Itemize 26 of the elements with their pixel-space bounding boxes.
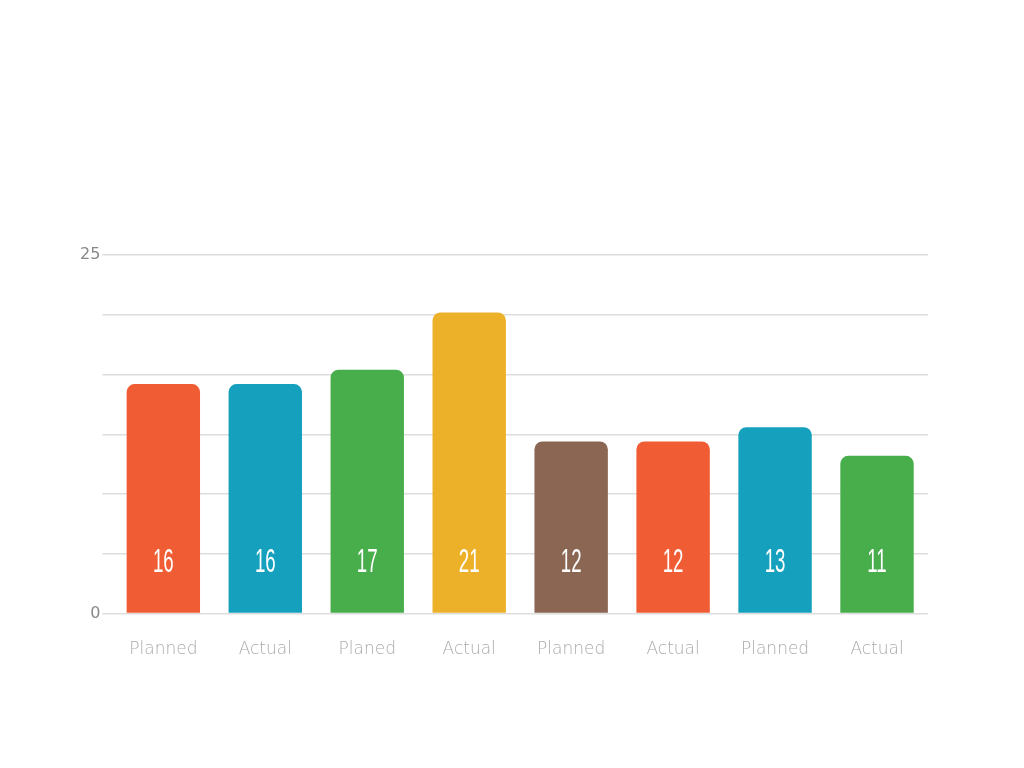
x-tick-label: Planned: [129, 638, 198, 659]
x-tick-label: Actual: [850, 638, 904, 659]
data-label: 16: [152, 541, 174, 580]
x-tick-label: Planned: [740, 638, 810, 659]
bar: [636, 441, 710, 613]
data-label: 13: [764, 541, 786, 580]
data-label: 12: [662, 541, 684, 580]
bar: [840, 455, 914, 613]
x-tick-label: Actual: [442, 638, 496, 659]
data-label: 12: [560, 541, 582, 580]
bar: [432, 312, 506, 613]
bar: [330, 369, 404, 613]
data-label: 21: [458, 541, 480, 580]
bar: [228, 384, 302, 613]
bar: [534, 441, 608, 613]
data-label: 17: [356, 541, 378, 580]
x-tick-label: Planned: [537, 638, 606, 659]
y-tick-label: 0: [90, 602, 101, 622]
x-tick-label: Actual: [646, 638, 700, 659]
x-tick-label: Actual: [238, 638, 292, 659]
data-label: 11: [867, 541, 887, 580]
x-tick-label: Planed: [338, 638, 396, 659]
bar: [126, 384, 201, 613]
bar: [738, 427, 812, 613]
y-tick-label: 25: [80, 244, 101, 264]
data-label: 16: [254, 541, 276, 580]
